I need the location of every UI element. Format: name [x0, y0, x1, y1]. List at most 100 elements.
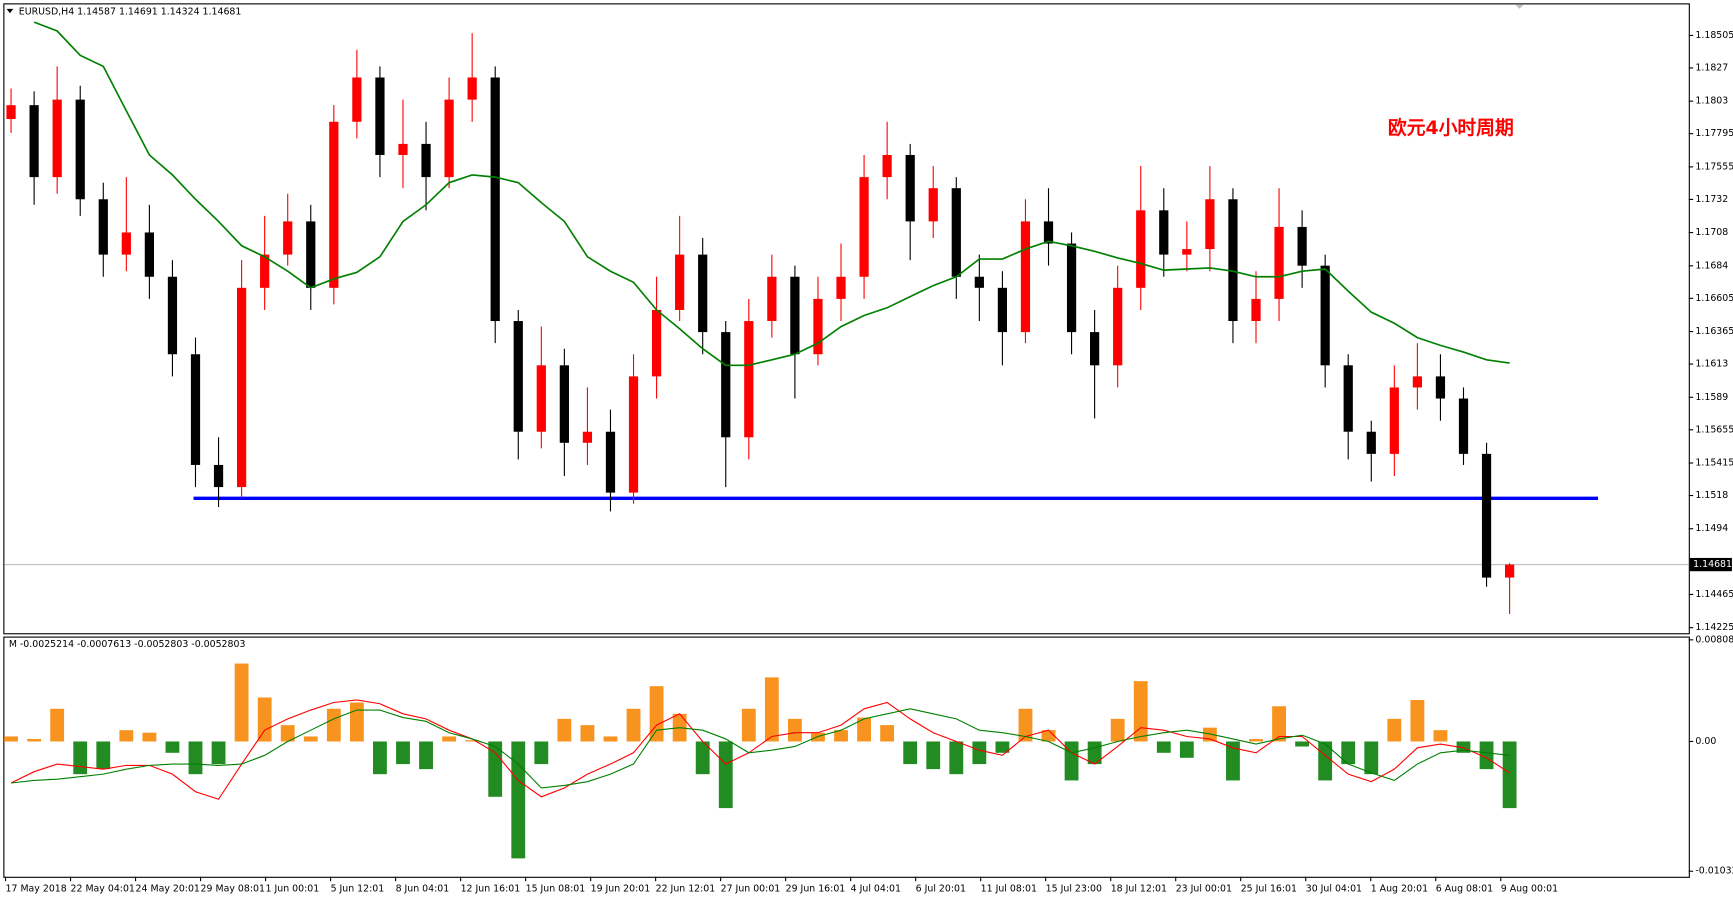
candle-body [1228, 199, 1238, 322]
histogram-bar [903, 741, 918, 765]
histogram-bar [1110, 718, 1125, 742]
histogram-bar [488, 741, 503, 797]
x-tick-label: 11 Jul 08:01 [981, 883, 1037, 894]
y-tick-label: 1.16365 [1695, 326, 1733, 337]
x-tick-label: 15 Jul 23:00 [1046, 883, 1102, 894]
y-tick-label: 0.00 [1695, 736, 1716, 747]
histogram-bar [1156, 741, 1171, 753]
histogram-bar [211, 741, 226, 765]
x-tick-label: 15 Jun 08:01 [526, 883, 586, 894]
candle-body [721, 332, 731, 438]
histogram-bar [303, 736, 318, 742]
candle-body [306, 221, 316, 288]
candle-body [1458, 398, 1469, 454]
histogram-bar [1502, 741, 1517, 809]
x-tick-label: 6 Aug 08:01 [1436, 883, 1493, 894]
candle-body [1136, 210, 1146, 288]
histogram-bar [834, 730, 848, 742]
candle-body [1043, 221, 1054, 244]
candle-body [744, 321, 754, 438]
histogram-bar [1410, 699, 1425, 742]
y-tick-label: 1.1518 [1695, 490, 1728, 501]
x-tick-label: 29 Jun 16:01 [786, 883, 846, 894]
candle-body [974, 276, 984, 288]
histogram-bar [396, 741, 410, 765]
candle-body [951, 188, 961, 277]
x-tick-label: 25 Jul 16:01 [1241, 883, 1297, 894]
histogram-bar [1387, 718, 1402, 742]
y-tick-label: 1.14465 [1695, 589, 1733, 600]
candle-body [836, 276, 846, 299]
histogram-bar [73, 741, 88, 775]
y-tick-label: 1.1803 [1695, 96, 1728, 107]
histogram-bar [4, 736, 18, 742]
y-tick-label: 1.15415 [1695, 458, 1733, 469]
histogram-bar [1318, 741, 1333, 781]
shift-marker[interactable] [1515, 4, 1524, 9]
candle-body [1251, 298, 1261, 322]
histogram-bar [1456, 741, 1471, 753]
histogram-bar [1433, 730, 1448, 742]
candle-body [1274, 226, 1284, 299]
price-label: 1.14681 [1693, 559, 1732, 570]
x-tick-label: 12 Jun 16:01 [461, 883, 521, 894]
y-tick-label: 1.1708 [1695, 227, 1728, 238]
candle-body [144, 232, 154, 277]
x-tick-label: 8 Jun 04:01 [396, 883, 450, 894]
candle-body [1412, 376, 1422, 388]
candle-body [1113, 287, 1123, 366]
signal-line [10, 699, 1510, 800]
y-tick-label: 1.1827 [1695, 62, 1728, 73]
candle-body [444, 99, 454, 178]
candle-body [698, 254, 708, 333]
candle-body [767, 276, 777, 322]
moving-average [33, 21, 1510, 367]
histogram-bar [1249, 738, 1263, 742]
candle-body [421, 143, 431, 178]
candle-body [329, 121, 339, 288]
histogram-bar [349, 702, 364, 742]
menu-triangle[interactable] [6, 8, 14, 14]
candle-body [1182, 249, 1192, 255]
histogram-bar [857, 717, 871, 742]
main-panel-frame [3, 3, 1690, 635]
candle-body [52, 99, 62, 178]
x-tick-label: 24 May 20:01 [136, 883, 200, 894]
y-tick-label: 1.14225 [1695, 622, 1733, 633]
histogram-bar [603, 736, 618, 742]
candle-body [1205, 199, 1215, 250]
histogram-bar [234, 663, 249, 742]
candle-body [997, 287, 1008, 333]
histogram-bar [188, 741, 203, 775]
annotation: 欧元4小时周期 [1388, 116, 1514, 139]
candle-body [582, 431, 593, 443]
y-tick-label: 1.1684 [1695, 260, 1728, 271]
candle-body [213, 464, 224, 488]
candle-body [513, 321, 523, 432]
histogram-bar [96, 741, 111, 770]
y-tick-label: 1.1732 [1695, 194, 1728, 205]
candle-body [490, 77, 500, 322]
candle-body [283, 221, 293, 255]
histogram-bar [142, 732, 157, 742]
y-tick-label: 1.1613 [1695, 359, 1728, 370]
histogram-bar [1018, 708, 1033, 742]
candle-body [1090, 332, 1100, 366]
candle-body [628, 376, 639, 493]
candle-body [675, 254, 685, 310]
histogram-bar [626, 708, 641, 742]
candle-body [352, 77, 362, 122]
candle-body [167, 276, 178, 355]
x-tick-label: 1 Jun 00:01 [266, 883, 320, 894]
candle-body [536, 365, 546, 432]
y-tick-label: -0.010322 [1695, 866, 1733, 877]
candle-body [928, 188, 938, 222]
histogram-bar [27, 738, 42, 742]
candle-body [1159, 210, 1169, 255]
candle-body [1297, 226, 1307, 266]
histogram-bar [764, 677, 779, 742]
candle-body [467, 77, 477, 100]
histogram-bar [1226, 741, 1240, 781]
histogram-bar [718, 741, 733, 809]
histogram-bar [649, 686, 664, 742]
